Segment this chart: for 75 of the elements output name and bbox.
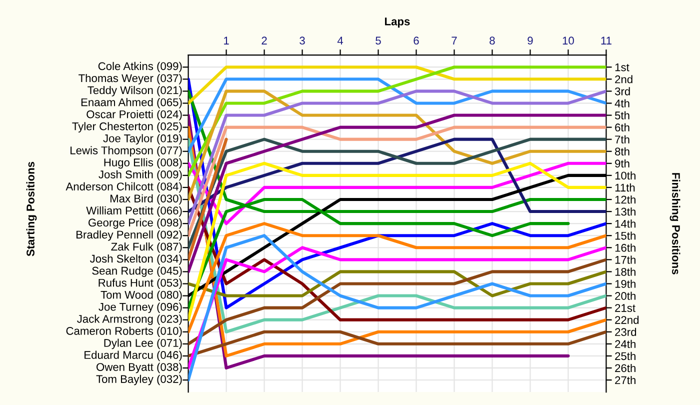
line-series xyxy=(188,162,606,226)
y2-tick-label: 5th xyxy=(614,111,630,120)
y2-tick-label: 2nd xyxy=(615,75,632,84)
y2-tick-label: 14th xyxy=(615,220,636,228)
y2-tick-label: 11th xyxy=(615,183,635,192)
line-series xyxy=(188,138,606,250)
x-tick-label: 11 xyxy=(601,36,612,44)
line-series xyxy=(188,78,606,153)
y2-tick-label: 19th xyxy=(615,280,636,288)
x-tick-label: 3 xyxy=(300,36,305,45)
x-tick-label: 9 xyxy=(528,36,533,45)
text: Jack Armstrong (023) xyxy=(77,314,182,326)
text: Joe Turney (096) xyxy=(98,302,182,313)
x-tick-label: 6 xyxy=(414,36,419,45)
y2-tick-label: 10th xyxy=(615,171,636,180)
y2-tick-label: 7th xyxy=(615,135,630,144)
text: Oscar Proietti (024) xyxy=(86,110,182,120)
y2-tick-label: 1st xyxy=(615,63,630,72)
y2-tick-label: 18th xyxy=(615,268,636,276)
x-tick-label: 4 xyxy=(337,36,344,44)
text: William Pettitt (066) xyxy=(86,206,182,217)
y2-tick-label: 25th xyxy=(615,352,636,360)
text: Enaam Ahmed (065) xyxy=(81,98,182,108)
y2-tick-label: 8th xyxy=(615,147,630,156)
x-tick-label: 5 xyxy=(376,36,381,45)
text: Teddy Wilson (021) xyxy=(88,86,182,96)
line-series xyxy=(188,66,606,177)
text: Dylan Lee (071) xyxy=(104,338,182,350)
y2-tick-label: 23rd xyxy=(615,328,636,336)
text: Rufus Hunt (053) xyxy=(98,278,182,289)
text: Eduard Marcu (046) xyxy=(84,350,182,362)
y2-tick-label: 13th xyxy=(615,208,636,216)
text: Joe Taylor (019) xyxy=(103,134,182,144)
text: Tyler Chesterton (025) xyxy=(72,122,182,132)
y2-tick-label: 21st xyxy=(615,304,636,312)
y2-tick-label: 27th xyxy=(615,376,636,384)
text: Max Bird (030) xyxy=(110,194,182,205)
line-series xyxy=(188,258,606,346)
y2-tick-label: 16th xyxy=(615,244,636,252)
x-tick-label: 10 xyxy=(562,36,574,45)
x-tick-label: 2 xyxy=(262,36,267,44)
text: Hugo Ellis (008) xyxy=(104,158,182,169)
text: Cameron Roberts (010) xyxy=(66,326,182,338)
text: Lewis Thompson (077) xyxy=(70,146,182,157)
y2-tick-label: 9th xyxy=(615,159,630,168)
text: Zak Fulk (087) xyxy=(111,242,182,253)
x-axis-title: Laps xyxy=(385,18,410,28)
y2-tick-label: 22nd xyxy=(615,316,639,324)
y2-tick-label: 20th xyxy=(615,292,636,300)
text: George Price (098) xyxy=(88,218,182,229)
x-tick-label: 1 xyxy=(224,36,229,44)
text: Cole Atkins (099) xyxy=(98,62,182,72)
line-series xyxy=(188,138,606,214)
y2-axis-title: Finishing Positions xyxy=(670,173,680,274)
text: Owen Byatt (038) xyxy=(96,362,182,374)
y2-tick-label: 3rd xyxy=(614,87,630,96)
x-tick-label: 7 xyxy=(452,36,457,44)
line-series xyxy=(188,234,606,382)
y2-tick-label: 24th xyxy=(615,340,636,348)
y2-tick-label: 12th xyxy=(615,195,636,204)
y2-tick-label: 6th xyxy=(615,123,630,132)
text: Bradley Pennell (092) xyxy=(76,230,182,241)
y2-tick-label: 15th xyxy=(615,232,636,240)
text: Thomas Weyer (037) xyxy=(78,74,182,84)
text: Tom Bayley (032) xyxy=(96,374,182,386)
y2-tick-label: 17th xyxy=(615,256,636,264)
text: Anderson Chilcott (084) xyxy=(66,182,182,193)
text: Tom Wood (080) xyxy=(100,290,182,301)
text: Josh Skelton (034) xyxy=(90,254,182,265)
y2-tick-label: 4th xyxy=(614,99,630,108)
text: Starting Positions xyxy=(26,162,37,256)
text: Sean Rudge (045) xyxy=(92,266,182,277)
y2-tick-label: 26th xyxy=(615,364,636,372)
text: Josh Smith (009) xyxy=(98,170,182,181)
x-tick-label: 8 xyxy=(490,36,495,45)
